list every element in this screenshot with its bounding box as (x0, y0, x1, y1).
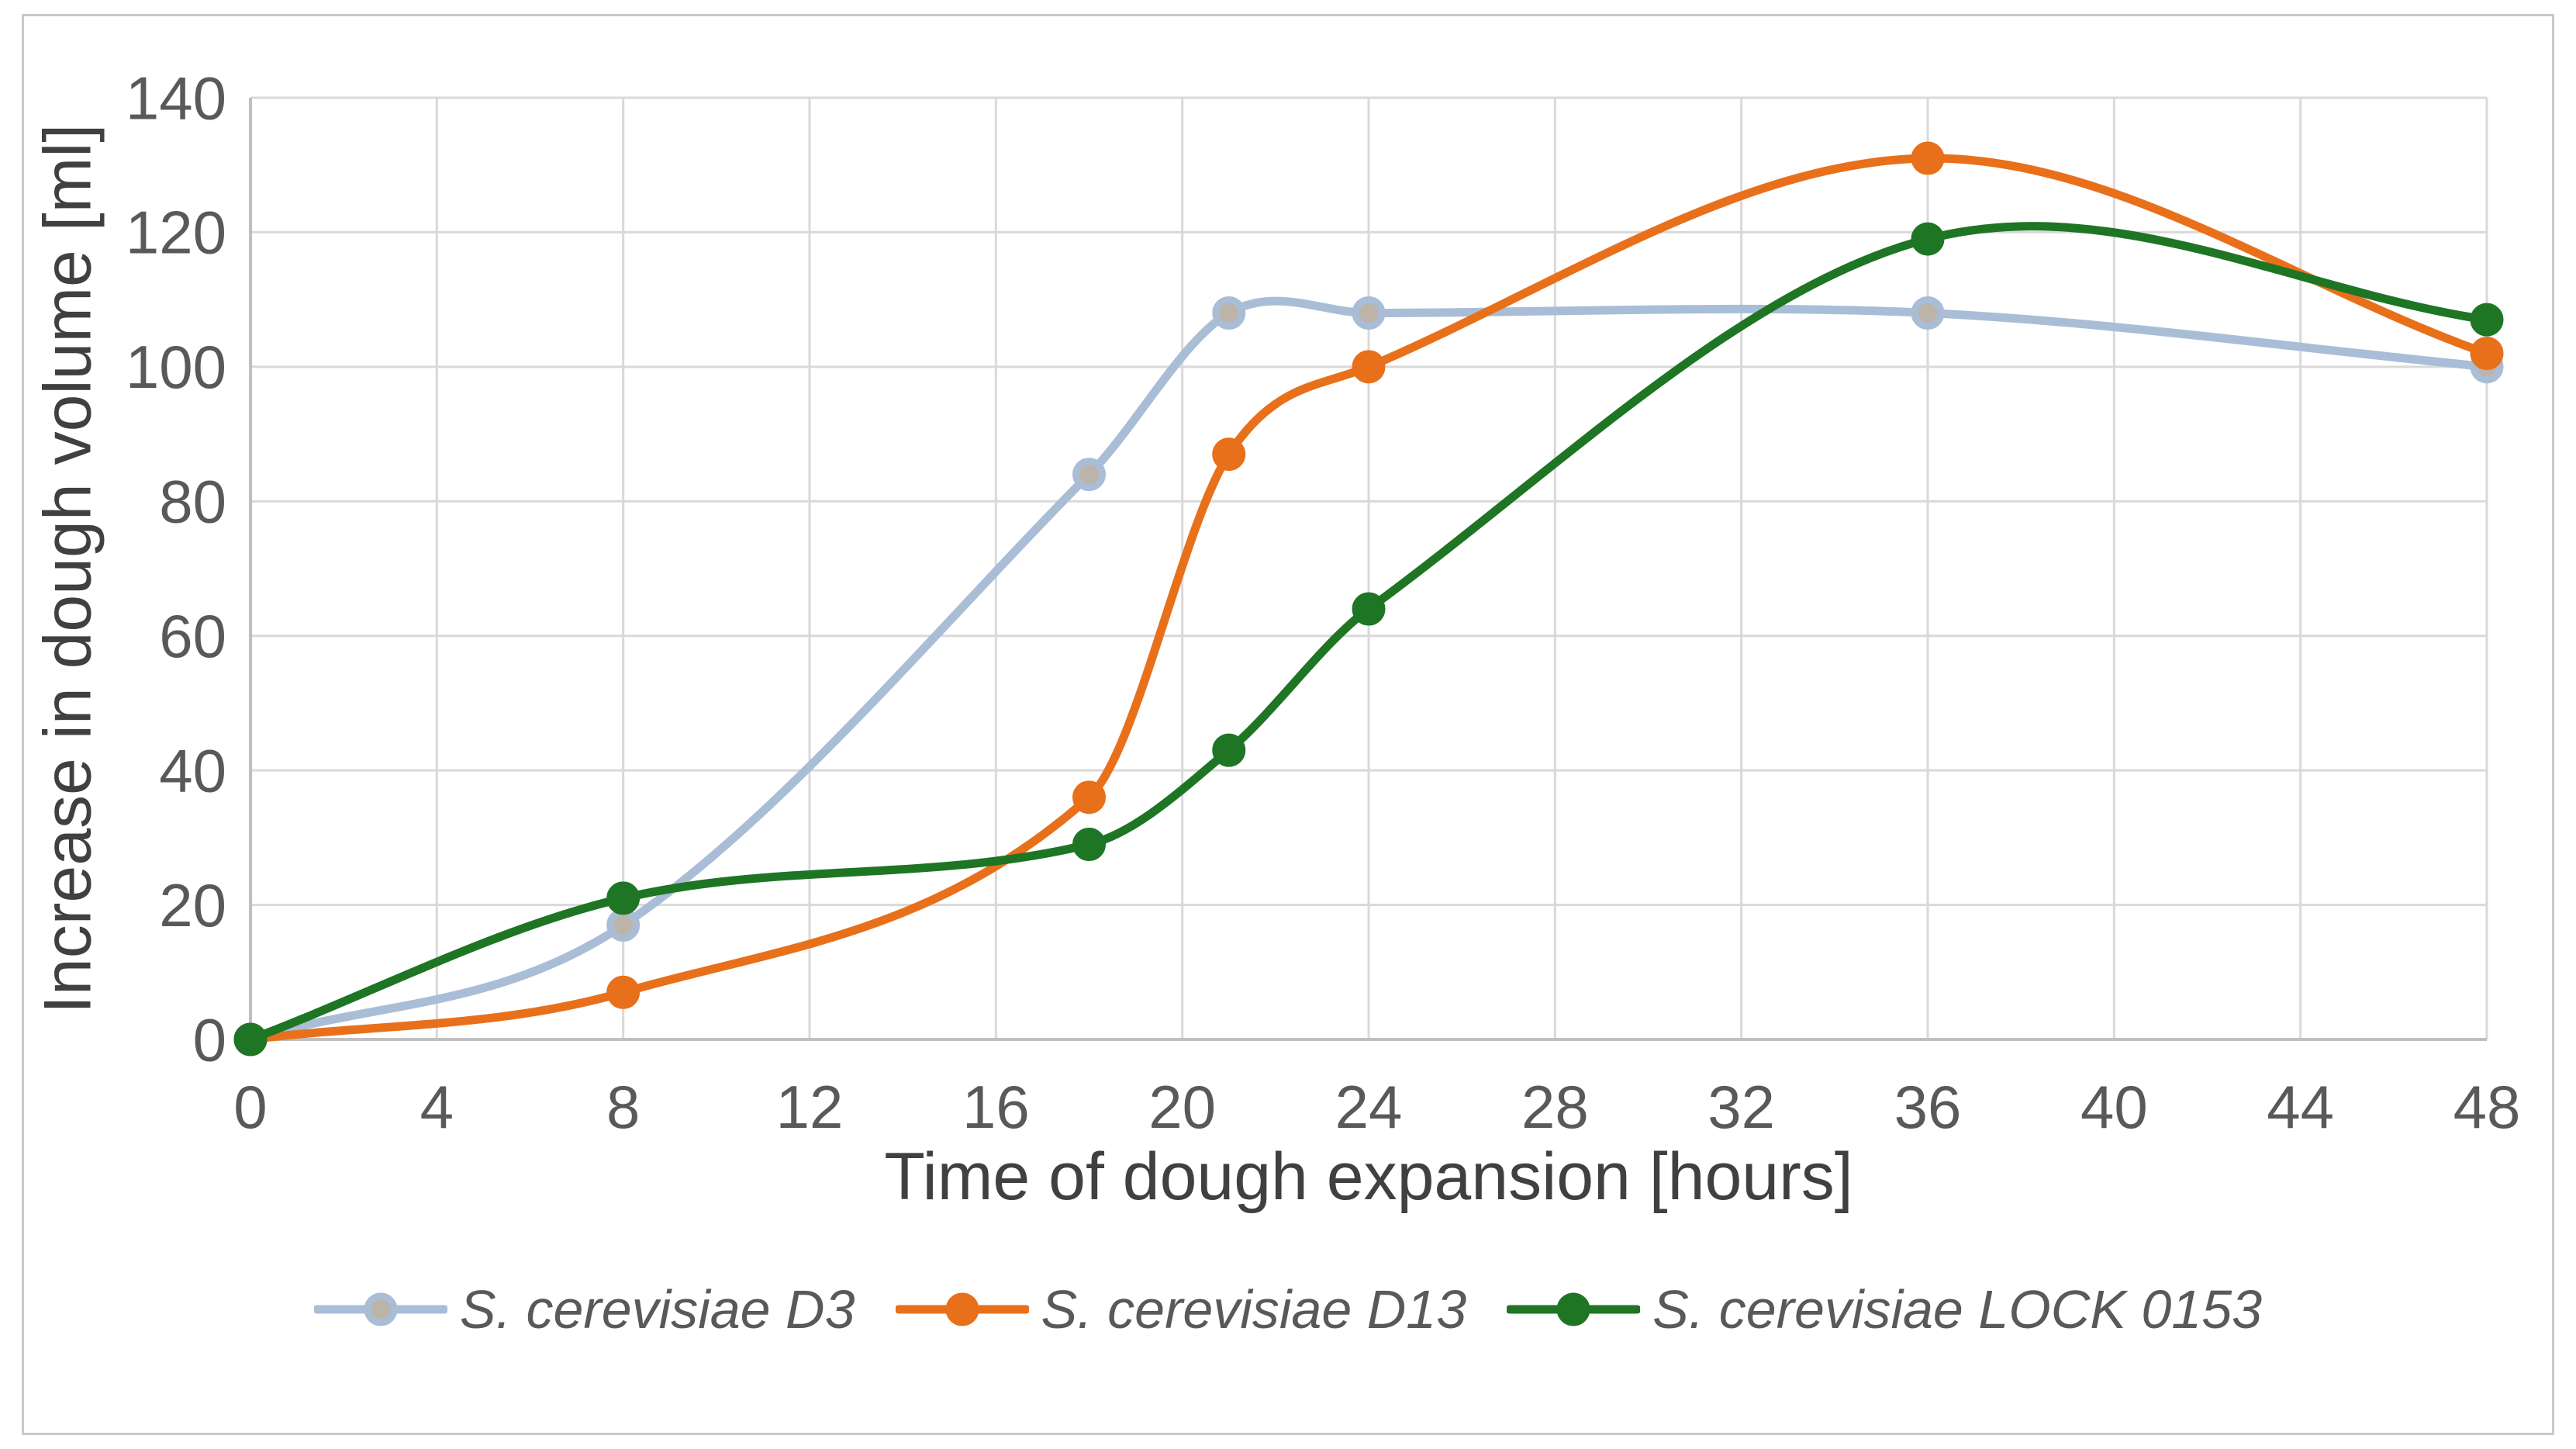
x-tick-label: 28 (1521, 1073, 1589, 1141)
data-point-marker (1072, 458, 1106, 492)
data-point-marker (1352, 592, 1386, 626)
x-tick-label: 36 (1894, 1073, 1962, 1141)
series-s-cerevisiae-lock-0153 (233, 222, 2504, 1056)
figure-border-frame (22, 14, 2554, 1435)
y-tick-label: 20 (159, 871, 226, 939)
y-tick-label: 60 (159, 602, 226, 670)
legend-label: S. cerevisiae D13 (1041, 1279, 1467, 1340)
data-point-marker (606, 908, 641, 942)
legend-item-series-1: S. cerevisiae D13 (895, 1278, 1467, 1340)
data-point-marker (1072, 780, 1106, 814)
x-tick-label: 8 (606, 1073, 640, 1141)
x-tick-label: 32 (1708, 1073, 1775, 1141)
legend-key-line-marker-icon (895, 1292, 1029, 1326)
data-point-marker (606, 881, 641, 915)
legend-label: S. cerevisiae LOCK 0153 (1652, 1279, 2263, 1340)
data-point-marker (2470, 303, 2504, 337)
x-tick-label: 16 (962, 1073, 1030, 1141)
data-point-marker (1911, 222, 1945, 256)
data-point-marker (2470, 337, 2504, 371)
legend-item-series-0: S. cerevisiae D3 (313, 1278, 855, 1340)
x-tick-label: 20 (1148, 1073, 1216, 1141)
axis-lines (249, 98, 2487, 1041)
data-point-marker (1352, 350, 1386, 384)
x-tick-label: 44 (2267, 1073, 2334, 1141)
data-point-marker (606, 975, 641, 1009)
y-tick-label: 120 (126, 199, 226, 267)
legend: S. cerevisiae D3 S. cerevisiae D13 S. ce… (124, 1278, 2452, 1340)
data-point-marker (1352, 296, 1386, 330)
legend-key-line-marker-icon (1507, 1292, 1641, 1326)
y-tick-label: 140 (126, 64, 226, 132)
legend-key-line-marker-icon (313, 1292, 447, 1326)
x-tick-label: 40 (2080, 1073, 2148, 1141)
x-axis-title: Time of dough expansion [hours] (884, 1139, 1853, 1214)
y-axis-title: Increase in dough volume [ml] (30, 123, 105, 1014)
x-tick-label: 12 (776, 1073, 844, 1141)
x-tick-label: 48 (2453, 1073, 2521, 1141)
y-tick-label: 0 (193, 1005, 226, 1074)
legend-item-series-2: S. cerevisiae LOCK 0153 (1507, 1278, 2262, 1340)
data-point-marker (1072, 828, 1106, 862)
y-tick-label: 40 (159, 736, 226, 804)
data-point-marker (1911, 141, 1945, 175)
data-point-marker (1911, 296, 1945, 330)
legend-label: S. cerevisiae D3 (459, 1279, 855, 1340)
y-tick-label: 80 (159, 468, 226, 536)
x-tick-label: 24 (1335, 1073, 1403, 1141)
data-point-marker (1212, 733, 1246, 767)
data-point-marker (1212, 437, 1246, 472)
data-point-marker (1212, 296, 1246, 330)
y-tick-label: 100 (126, 333, 226, 401)
data-point-marker (233, 1022, 268, 1056)
x-tick-label: 4 (420, 1073, 454, 1141)
x-tick-label: 0 (233, 1073, 267, 1141)
